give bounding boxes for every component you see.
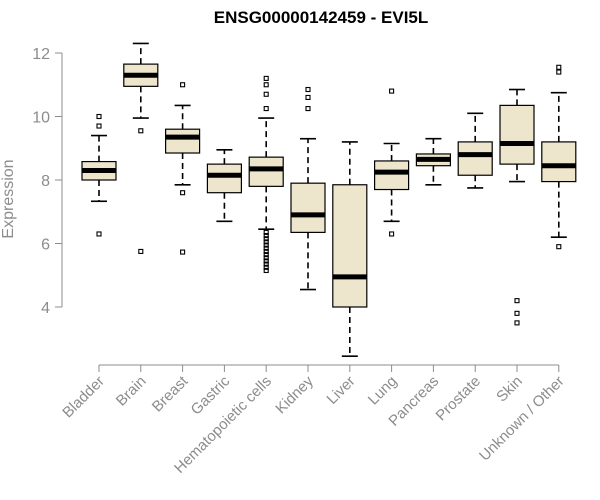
iqr-box [206, 163, 242, 194]
outlier-point [263, 245, 269, 251]
outlier-point [263, 264, 269, 270]
outlier-point [263, 267, 269, 274]
outlier-point [96, 231, 102, 237]
x-tick-label: Kidney [272, 372, 317, 417]
y-tick-label: 12 [32, 46, 50, 63]
outlier-point [263, 242, 269, 248]
y-tick-label: 8 [41, 173, 50, 190]
outlier-point [305, 94, 311, 100]
box-series [81, 42, 577, 358]
y-tick-label: 10 [32, 110, 50, 127]
outlier-point [514, 298, 520, 304]
outlier-point [263, 75, 269, 81]
outlier-point [263, 106, 269, 112]
outlier-point [556, 69, 562, 75]
iqr-box [457, 141, 493, 176]
outlier-point [263, 91, 269, 97]
outlier-point [180, 249, 186, 255]
box-skin [499, 88, 535, 326]
box-unknown-other [541, 64, 577, 250]
outlier-point [263, 258, 269, 264]
y-axis: 4 6 8 10 12 [32, 46, 63, 317]
box-bladder [81, 113, 117, 237]
outlier-point [138, 128, 144, 134]
iqr-box [541, 141, 577, 183]
box-pancreas [415, 137, 451, 186]
box-hematopoietic-cells [248, 75, 284, 274]
x-tick-label: Prostate [432, 373, 484, 425]
outlier-point [263, 261, 269, 267]
outlier-point [263, 229, 269, 235]
outlier-point [180, 82, 186, 88]
outlier-point [556, 244, 562, 250]
box-lung [374, 88, 410, 237]
x-tick-label: Lung [365, 373, 401, 409]
outlier-point [514, 320, 520, 326]
outlier-point [305, 86, 311, 93]
iqr-box [374, 160, 410, 191]
x-tick-label: Brain [113, 373, 150, 410]
outlier-point [263, 248, 269, 254]
outlier-point [305, 106, 311, 112]
iqr-box [165, 128, 201, 154]
outlier-point [263, 236, 269, 242]
outlier-point [263, 233, 269, 239]
y-tick-label: 4 [41, 300, 50, 317]
iqr-box [332, 184, 368, 308]
outlier-point [96, 123, 102, 129]
outlier-point [389, 88, 395, 94]
y-axis-label: Expression [0, 159, 17, 238]
outlier-point [138, 248, 144, 254]
x-tick-label: Skin [493, 373, 526, 406]
x-tick-label: Liver [324, 373, 359, 408]
outlier-point [556, 64, 562, 70]
box-liver [332, 141, 368, 358]
outlier-point [96, 113, 102, 120]
outlier-point [180, 190, 186, 196]
iqr-box [290, 182, 326, 233]
box-breast [165, 82, 201, 255]
outlier-point [389, 231, 395, 237]
outlier-point [263, 252, 269, 258]
x-tick-label: Bladder [59, 373, 108, 422]
outlier-point [263, 82, 269, 88]
outlier-point [263, 239, 269, 245]
iqr-box [248, 156, 284, 187]
box-gastric [206, 149, 242, 223]
y-tick-label: 6 [41, 237, 50, 254]
x-tick-label: Breast [149, 372, 192, 415]
outlier-point [263, 255, 269, 261]
outlier-point [514, 310, 520, 316]
iqr-box [499, 104, 535, 165]
box-brain [123, 42, 159, 254]
box-kidney [290, 86, 326, 291]
box-prostate [457, 112, 493, 189]
chart-title: ENSG00000142459 - EVI5L [214, 8, 429, 27]
